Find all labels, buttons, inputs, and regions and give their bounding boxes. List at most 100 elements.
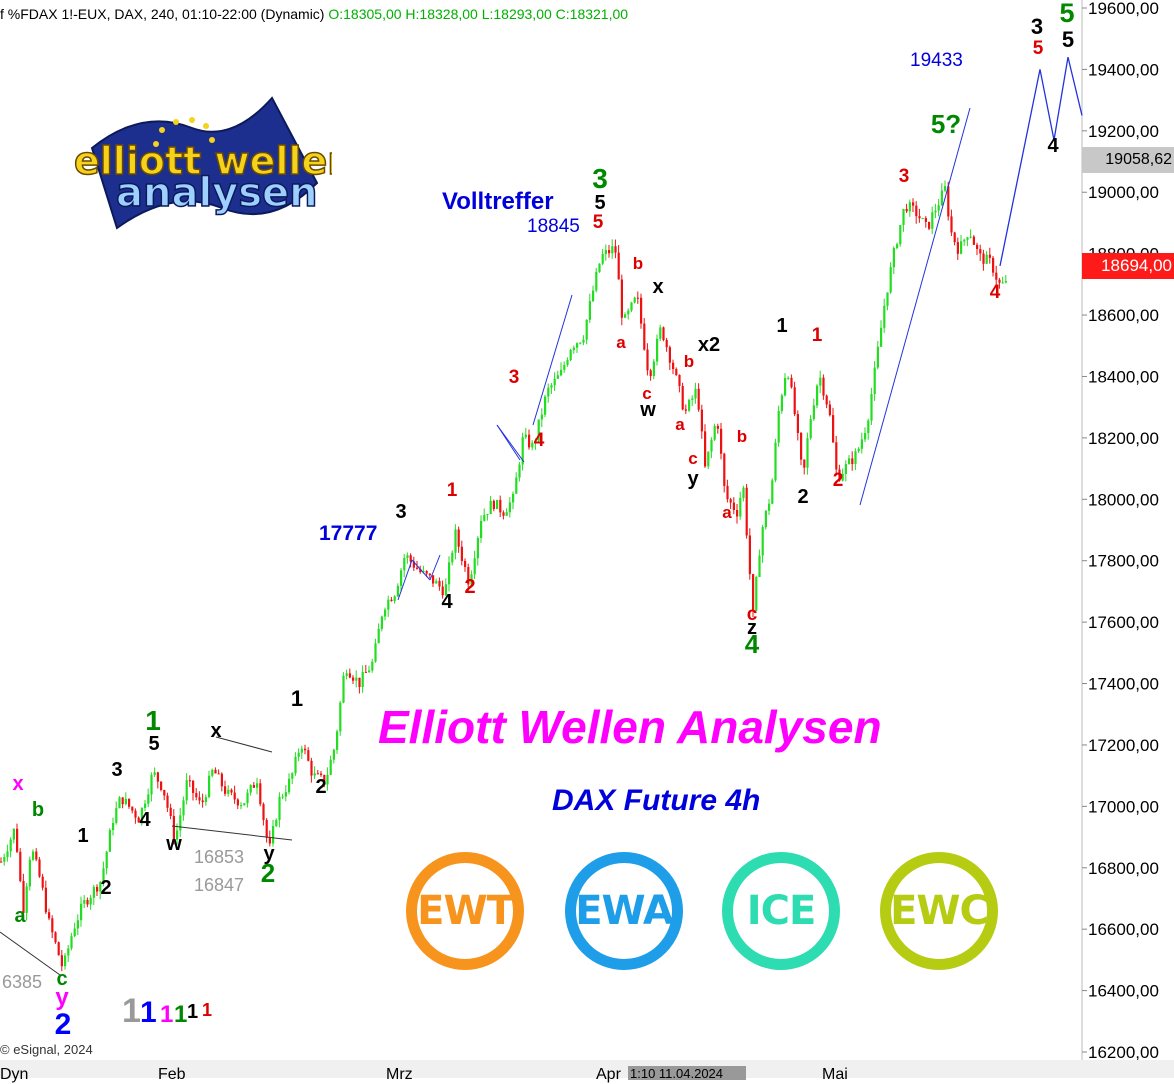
candle-body: [550, 385, 553, 388]
ewt-badge[interactable]: EWT: [406, 852, 524, 970]
candle-body: [348, 673, 351, 678]
candle-body: [809, 419, 812, 439]
candle-body: [995, 272, 998, 280]
candle-body: [400, 570, 403, 586]
legend-count: 1: [122, 992, 141, 1030]
candle-body: [620, 279, 623, 318]
candle-body: [806, 438, 809, 468]
candle-body: [224, 786, 227, 794]
candle-body: [595, 271, 598, 291]
candle-body: [352, 677, 355, 681]
candle-body: [492, 500, 495, 510]
candle-body: [326, 774, 329, 785]
y-tick-label: 16400,00: [1088, 982, 1159, 1001]
candle-body: [944, 186, 947, 191]
candle-body: [569, 350, 572, 361]
wave-label: 1: [812, 325, 823, 346]
candle-body: [646, 349, 649, 371]
candle-body: [233, 792, 236, 800]
candle-body: [41, 876, 44, 888]
candle-body: [732, 502, 735, 511]
candle-body: [57, 942, 60, 956]
candle-body: [774, 442, 777, 481]
candle-body: [713, 425, 716, 440]
candle-body: [83, 899, 86, 904]
wave-label: b: [684, 352, 694, 371]
candle-body: [704, 431, 707, 467]
y-tick-label: 18400,00: [1088, 367, 1159, 386]
trend-line: [411, 559, 431, 581]
current-price-tag: 18694,00: [1082, 253, 1174, 279]
candle-body: [534, 440, 537, 443]
candle-body: [572, 347, 575, 351]
candle-body: [470, 574, 473, 585]
candle-body: [419, 568, 422, 573]
trend-line: [496, 424, 525, 463]
candle-body: [396, 585, 399, 597]
candle-body: [764, 510, 767, 528]
candle-body: [412, 561, 415, 568]
candle-body: [934, 210, 937, 213]
candle-body: [124, 798, 127, 805]
candle-body: [761, 527, 764, 556]
candle-body: [454, 529, 457, 553]
candle-body: [915, 205, 918, 217]
candle-body: [854, 451, 857, 465]
candle-body: [972, 236, 975, 245]
candle-body: [441, 586, 444, 596]
candle-body: [476, 538, 479, 559]
wave-label: b: [32, 799, 44, 821]
candle-body: [169, 807, 172, 817]
y-tick-label: 18000,00: [1088, 490, 1159, 509]
candle-body: [710, 439, 713, 452]
candle-body: [201, 800, 204, 803]
candle-body: [416, 567, 419, 569]
candle-body: [384, 609, 387, 617]
candle-body: [921, 218, 924, 220]
candle-body: [243, 803, 246, 806]
candle-body: [134, 810, 137, 818]
candle-body: [816, 385, 819, 406]
wave-label: 5: [594, 192, 605, 214]
x-label-mai: Mai: [822, 1066, 848, 1083]
candle-body: [313, 773, 316, 776]
candle-body: [540, 414, 543, 420]
wave-label: 3: [899, 166, 910, 187]
candle-body: [640, 297, 643, 324]
ice-badge[interactable]: ICE: [722, 852, 840, 970]
candle-body: [22, 880, 25, 914]
price-note: Volltreffer: [442, 188, 554, 215]
candle-body: [985, 254, 988, 264]
price-note: 6385: [2, 972, 42, 992]
candle-body: [54, 932, 57, 943]
legend-count: 1: [140, 996, 157, 1029]
candle-body: [784, 377, 787, 396]
ewc-badge[interactable]: EWC: [880, 852, 998, 970]
time-axis[interactable]: [0, 1060, 1174, 1078]
candle-body: [483, 514, 486, 521]
candle-body: [374, 643, 377, 662]
logo-flag-icon: elliott wellen analysen: [73, 96, 355, 230]
candle-body: [924, 218, 927, 222]
y-tick-label: 19200,00: [1088, 122, 1159, 141]
candle-body: [556, 375, 559, 379]
page-title: Elliott Wellen Analysen: [378, 701, 882, 753]
ewa-badge[interactable]: EWA: [565, 852, 683, 970]
wave-label: 1: [447, 480, 458, 501]
candle-body: [166, 795, 169, 808]
candle-body: [358, 677, 361, 688]
wave-label: x2: [698, 334, 720, 356]
wave-label: 2: [261, 858, 275, 888]
candle-body: [902, 208, 905, 226]
candle-body: [796, 414, 799, 433]
candle-body: [64, 955, 67, 967]
candle-body: [940, 190, 943, 206]
candle-body: [460, 546, 463, 561]
candle-body: [672, 362, 675, 370]
candle-body: [649, 370, 652, 377]
candle-body: [256, 783, 259, 788]
x-label-mrz: Mrz: [386, 1066, 413, 1083]
candle-body: [499, 499, 502, 513]
candle-body: [390, 599, 393, 602]
wave-label: z: [747, 617, 757, 639]
